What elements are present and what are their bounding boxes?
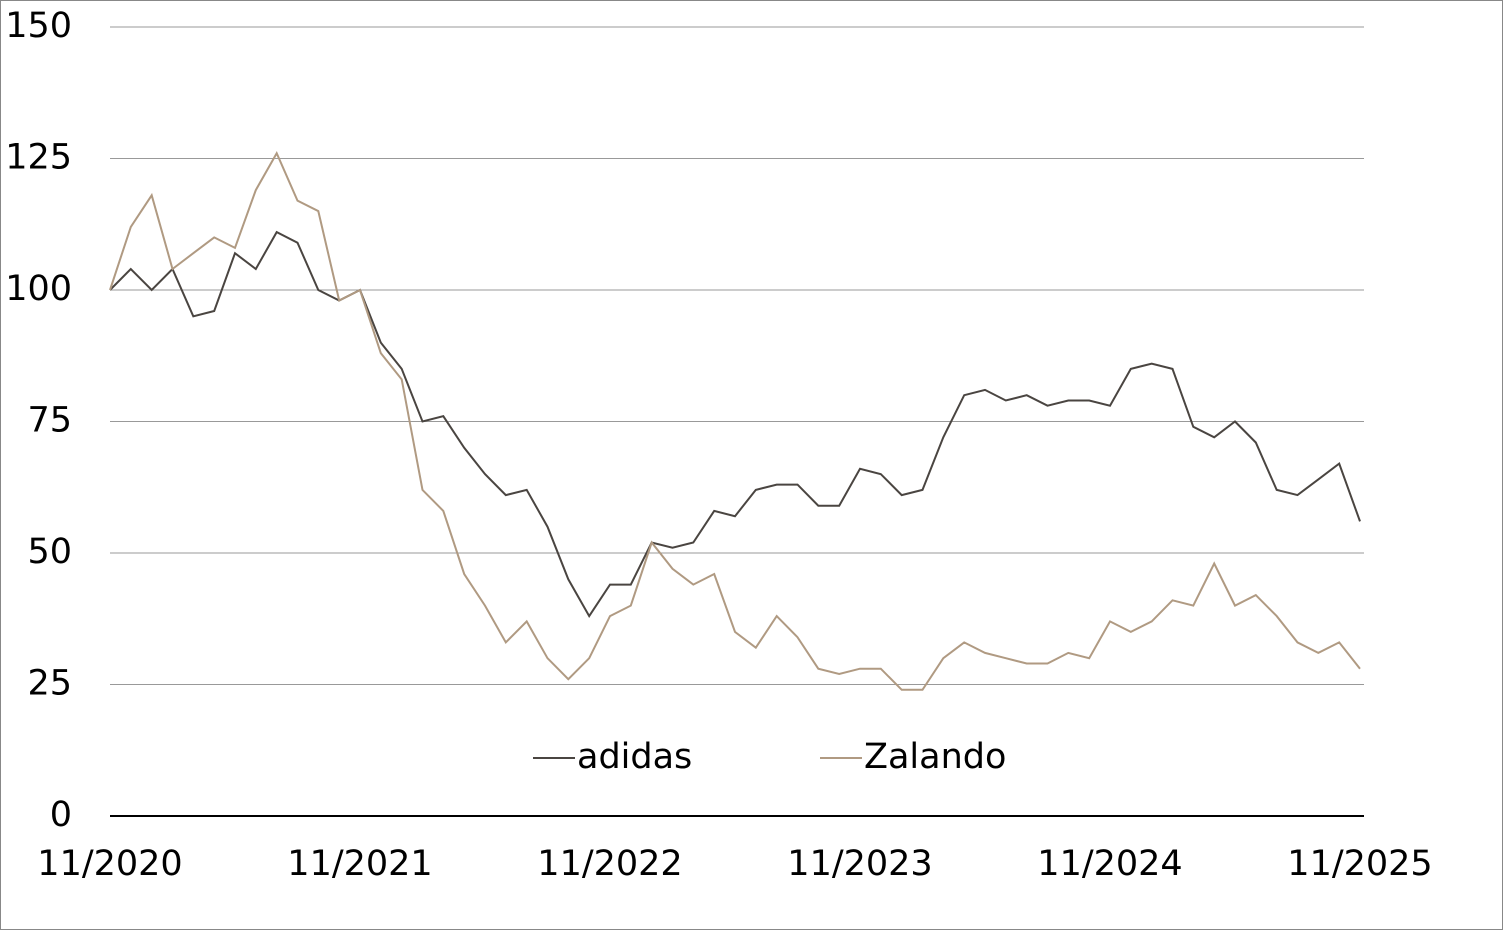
x-tick-label: 11/2025: [1287, 844, 1432, 884]
y-tick-label: 125: [5, 138, 72, 178]
x-tick-label: 11/2023: [787, 844, 932, 884]
x-tick-label: 11/2020: [37, 844, 182, 884]
x-tick-label: 11/2024: [1037, 844, 1182, 884]
x-tick-label: 11/2022: [537, 844, 682, 884]
y-tick-label: 75: [27, 401, 72, 441]
y-tick-label: 0: [50, 795, 72, 835]
series-line: [109, 150, 1361, 691]
legend-label: Zalando: [864, 737, 1006, 777]
x-tick-label: 11/2021: [287, 844, 432, 884]
y-tick-label: 150: [5, 6, 72, 46]
y-tick-label: 100: [5, 269, 72, 309]
legend-label: adidas: [577, 737, 692, 777]
series-line: [109, 230, 1361, 619]
y-tick-label: 25: [27, 664, 72, 704]
y-tick-label: 50: [27, 532, 72, 572]
